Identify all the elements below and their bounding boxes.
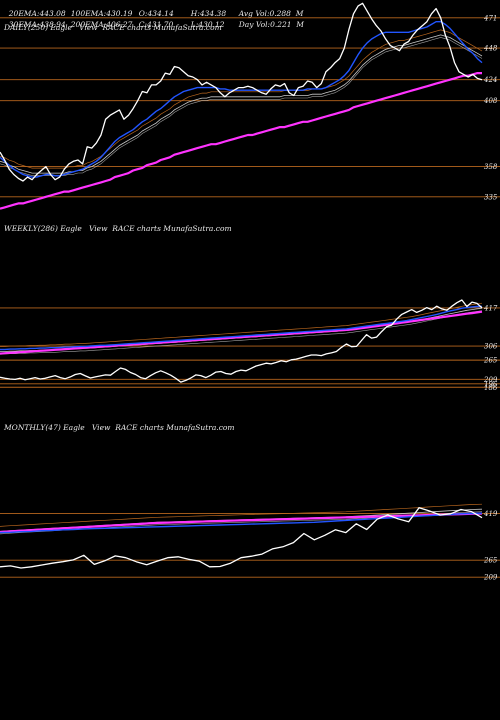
monthly-level-label: 265 (483, 557, 498, 565)
daily-level-label: 471 (483, 14, 497, 22)
daily-level-label: 358 (484, 163, 498, 171)
daily-level-label: 408 (483, 97, 498, 105)
daily-price-line (0, 2, 483, 182)
stat-high: H:434.38 (190, 9, 227, 18)
daily-ema-short-line (0, 21, 483, 178)
daily-chart: 471 448 424 408 358 335 (0, 2, 500, 210)
monthly-level-label: 419 (483, 510, 498, 518)
weekly-ema-band-line (0, 310, 483, 355)
weekly-level-label: 209 (483, 376, 498, 384)
stat-day-vol: Day Vol:0.221 M (238, 20, 304, 29)
weekly-level-label: 306 (484, 343, 498, 351)
daily-ema-long-line (0, 72, 482, 210)
stat-200ema: 200EMA:406.27 (70, 20, 133, 29)
monthly-chart: 419 265 209 (0, 503, 500, 582)
weekly-level-label: 186 (484, 384, 498, 392)
monthly-ema-short-line (0, 512, 483, 534)
stat-close: C:431.70 (138, 20, 174, 29)
stat-100ema: 100EMA:430.19 (70, 9, 133, 18)
daily-level-label: 335 (484, 193, 498, 201)
weekly-level-label: 417 (483, 304, 498, 312)
monthly-ema-long-line (0, 512, 483, 534)
daily-ema-orange-line (0, 29, 483, 169)
monthly-ema-orange-line (0, 503, 483, 527)
weekly-ema-grey-line (0, 307, 483, 352)
monthly-panel-title: MONTHLY(47) Eagle View RACE charts Munaf… (4, 423, 235, 432)
stat-avg-vol: Avg Vol:0.288 M (238, 9, 304, 18)
daily-level-label: 448 (483, 45, 498, 53)
stat-20ema: 20EMA:443.08 (8, 9, 66, 18)
weekly-panel-title: WEEKLY(286) Eagle View RACE charts Munaf… (4, 224, 232, 233)
weekly-level-label: 196 (484, 380, 498, 388)
weekly-price-line (0, 299, 483, 383)
daily-ema-grey-line (0, 34, 483, 174)
daily-level-label: 424 (483, 76, 497, 84)
monthly-price-line (0, 507, 483, 569)
weekly-ema-long-line (0, 310, 483, 355)
weekly-level-label: 265 (483, 357, 498, 365)
weekly-ema-orange-line (0, 302, 483, 347)
stat-open: O:434.14 (138, 9, 174, 18)
stats-row-1: 20EMA:443.08 100EMA:430.19 O:434.14 H:434.3… (4, 0, 304, 18)
stat-low: L:430.12 (190, 20, 225, 29)
monthly-level-label: 209 (483, 574, 498, 582)
daily-panel-title: DAILY(250) Eagle View RACE charts Munafa… (4, 23, 222, 32)
daily-ema-band-line (0, 37, 483, 176)
weekly-ema-short-line (0, 305, 482, 351)
stats-row-2: 30EMA:438.94 200EMA:406.27 C:431.70 L:430.1… (4, 11, 304, 29)
stat-30ema: 30EMA:438.94 (8, 20, 66, 29)
